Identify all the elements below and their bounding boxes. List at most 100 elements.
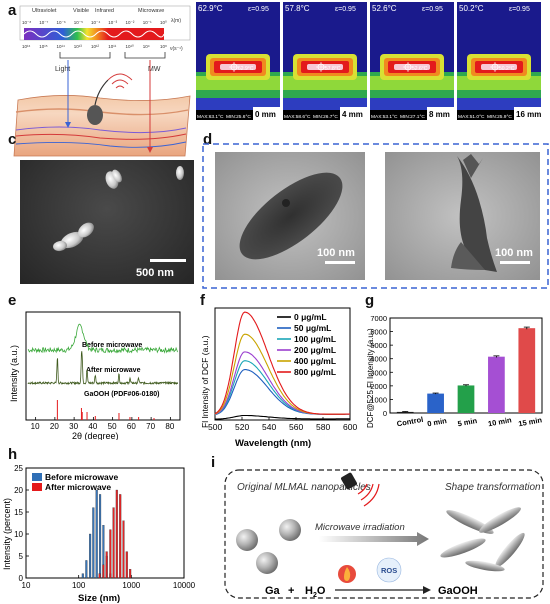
a-frequency-tick: 10¹² (91, 44, 100, 49)
a-wavelength-tick: 10⁻⁷ (39, 20, 48, 25)
fl-legend-label: 50 μg/mL (294, 323, 331, 333)
dcf-bar-chart: DCF@525 Fl Intensity (a.u.) 0 1000 2000 300… (366, 314, 543, 428)
gaooh-needle (440, 538, 486, 558)
panel-a: a Ultraviolet Visible Infrared Microwave… (0, 0, 195, 160)
xrd-xtick-label: 40 (88, 422, 97, 431)
thermal-spot-temp: 52.6°C (412, 66, 428, 72)
h-bar (92, 507, 95, 579)
nanoparticle-sphere (279, 519, 301, 541)
sem-scalebar-label: 500 nm (136, 267, 174, 279)
h-bar (125, 551, 128, 579)
panel-f: f Fl Intensity of DCF (a.u.) Wavelength … (195, 290, 360, 450)
light-label: Light (55, 66, 70, 73)
g-ytick-label: 2000 (370, 382, 387, 391)
thermal-distance: 0 mm (255, 110, 276, 119)
panel-c: c 500 nm (0, 132, 195, 285)
thermal-min: MIN:25.6°C (226, 114, 251, 120)
a-frequency-tick: 10¹⁶ (22, 44, 31, 49)
panel-e: e Intensity (a.u.) 2θ (degree) Before mi… (0, 290, 195, 440)
h-bar (112, 507, 115, 579)
xrd-ylabel: Intensity (a.u.) (9, 345, 19, 402)
band-ultraviolet: Ultraviolet (32, 8, 57, 14)
g-bar (518, 328, 536, 413)
thermal-image: 50.2°C 50.2°C ε=0.95 MAX:51.0°C MIN:25.9°C 16… (457, 2, 541, 120)
g-ytick-label: 7000 (370, 314, 387, 323)
fl-xtick-label: 540 (262, 422, 276, 432)
xrd-label-ref: GaOOH (PDF#06-0180) (84, 391, 159, 398)
a-frequency-tick: 10¹⁴ (57, 44, 66, 49)
panel-label-e: e (8, 292, 17, 309)
thermal-max: MAX:58.6°C (284, 114, 311, 120)
fl-series-line (214, 414, 350, 420)
fl-xtick-label: 520 (235, 422, 249, 432)
h-bar (85, 560, 88, 579)
h-bar (122, 520, 125, 579)
h-bar (81, 573, 84, 579)
i-plus: + (288, 585, 294, 597)
tem-images: 100 nm 100 nm (202, 143, 549, 289)
sem-particle (176, 166, 184, 180)
a-wavelength-tick: 10⁻⁵ (74, 20, 83, 25)
panel-label-f: f (200, 292, 205, 309)
a-wavelength-tick: 10⁰ (160, 20, 167, 25)
fl-xtick-label: 500 (208, 422, 222, 432)
mw-label: MW (148, 66, 161, 73)
h-bar (98, 573, 101, 579)
xrd-xtick-label: 60 (127, 422, 136, 431)
thermal-distance: 16 mm (516, 110, 541, 119)
thermal-top-temp: 50.2°C (459, 4, 484, 13)
h-bar (95, 489, 98, 579)
h-xtick-label: 1000 (122, 581, 140, 590)
panel-i: i Original MLMAL nanoparticles Shape tra… (195, 450, 550, 604)
g-ytick-label: 6000 (370, 328, 387, 337)
h-legend-label: Before microwave (45, 472, 118, 482)
g-ytick-label: 0 (383, 409, 387, 418)
thermal-emissivity: ε=0.95 (335, 6, 356, 13)
h-bar (89, 533, 92, 579)
a-wavelength-tick: 10⁻⁴ (91, 20, 100, 25)
a-frequency-tick: 10¹¹ (108, 44, 117, 49)
thermal-images: 62.9°C 62.9°C ε=0.95 MAX:63.1°C MIN:25.6°C 0 … (196, 2, 541, 120)
thermal-top-temp: 62.9°C (198, 4, 223, 13)
panel-label-h: h (8, 446, 18, 463)
sem-particle (105, 169, 122, 189)
xrd-chart: Intensity (a.u.) 2θ (degree) Before micr… (9, 311, 181, 440)
tem-scalebar-right-label: 100 nm (495, 247, 533, 259)
g-bar (488, 356, 505, 413)
h-legend-label: After microwave (45, 482, 111, 492)
fl-legend-label: 0 μg/mL (294, 312, 327, 322)
h-ytick-label: 0 (19, 574, 24, 583)
h-ylabel: Intensity (percent) (2, 498, 12, 570)
fl-xtick-label: 560 (289, 422, 303, 432)
h-ytick-label: 20 (14, 486, 23, 495)
i-ros: ROS (381, 566, 397, 575)
i-shape-label: Shape transformation (445, 482, 541, 493)
sem-scalebar (150, 259, 186, 262)
g-bar (427, 393, 444, 413)
schematic-shape-transformation: Original MLMAL nanoparticles Shape trans… (224, 469, 544, 599)
h-xtick-label: 10000 (173, 581, 195, 590)
g-ytick-label: 4000 (370, 355, 387, 364)
tem-rod-right (451, 154, 497, 272)
h-xtick-label: 10 (22, 581, 31, 590)
panel-d: d 100 nm 100 nm (195, 130, 550, 290)
fl-legend-label: 400 μg/mL (294, 356, 336, 366)
a-frequency-tick: 10¹⁰ (126, 44, 135, 49)
g-category-label: 0 min (427, 416, 448, 428)
a-wavelength-tick: 10⁻⁶ (57, 20, 66, 25)
tem-rod-left (239, 172, 343, 260)
thermal-image: 57.8°C 57.8°C ε=0.95 MAX:58.6°C MIN:26.7°C 4 … (283, 2, 367, 120)
xrd-reference-lines (56, 400, 155, 420)
thermal-top-temp: 57.8°C (285, 4, 310, 13)
tem-scalebar-left (325, 261, 355, 264)
thermal-emissivity: ε=0.95 (509, 6, 530, 13)
a-frequency-tick: 10¹³ (74, 44, 83, 49)
thermal-max: MAX:51.0°C (458, 114, 485, 120)
h-xlabel: Size (nm) (78, 593, 120, 604)
h-bar (119, 494, 122, 579)
xrd-xlabel: 2θ (degree) (72, 431, 119, 440)
band-microwave: Microwave (138, 8, 164, 14)
panel-b: b 62.9°C62.9°Cε=0.95MAX:63.1°CMIN:25.6°C… (195, 0, 550, 130)
g-ytick-label: 3000 (370, 368, 387, 377)
fl-xlabel: Wavelength (nm) (235, 438, 311, 449)
